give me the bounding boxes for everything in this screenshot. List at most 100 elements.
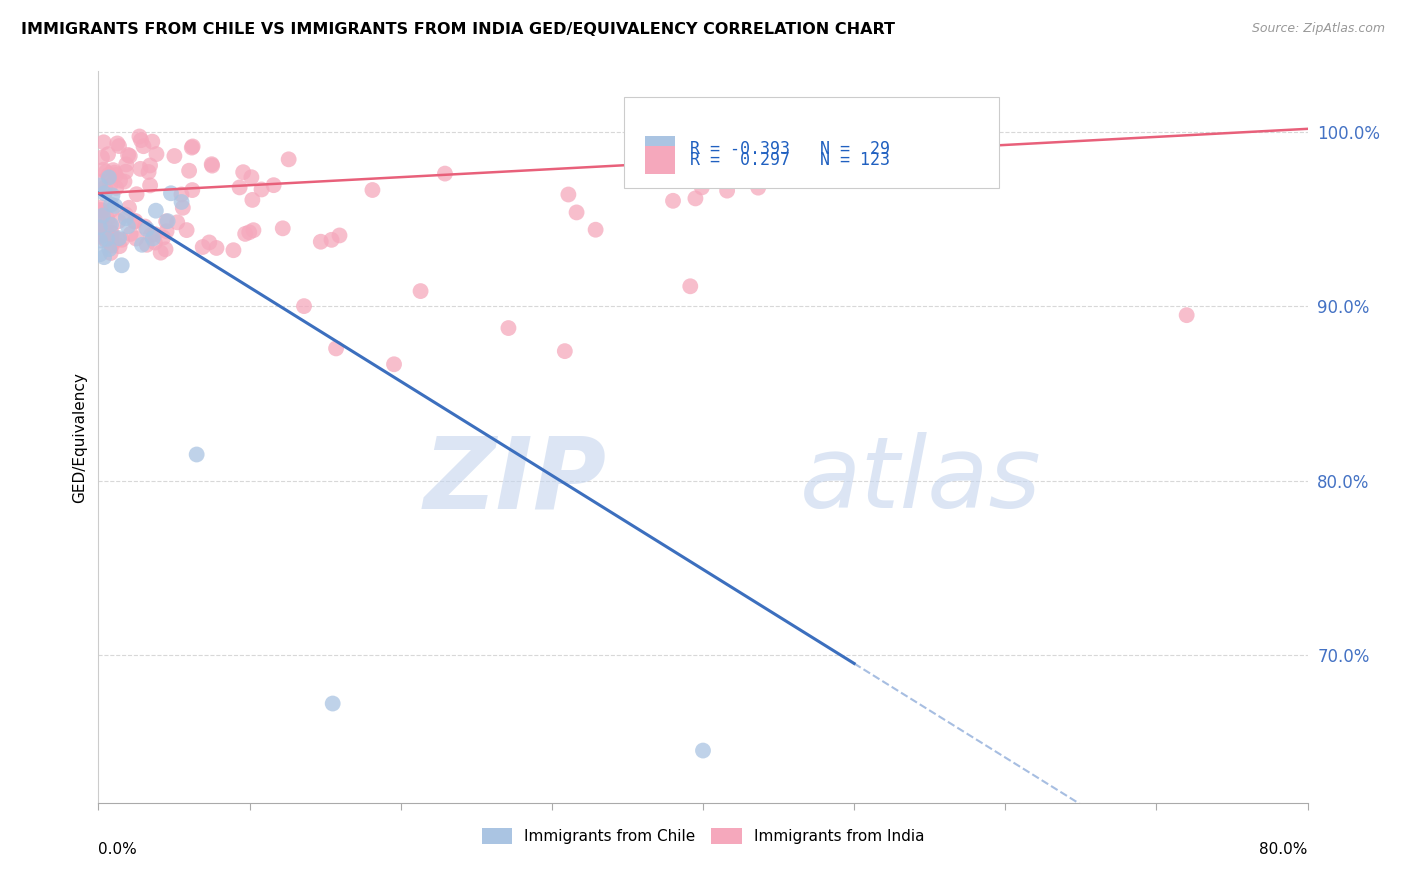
Point xyxy=(118,201,141,215)
Point xyxy=(139,228,162,243)
Point xyxy=(114,165,136,179)
Point xyxy=(637,164,659,178)
Point xyxy=(89,247,111,261)
Point xyxy=(143,235,166,250)
Point xyxy=(690,180,713,194)
Text: Source: ZipAtlas.com: Source: ZipAtlas.com xyxy=(1251,22,1385,36)
Point xyxy=(105,181,128,195)
Point xyxy=(325,342,347,356)
Point xyxy=(125,187,148,202)
Point xyxy=(321,233,343,247)
Point xyxy=(108,139,131,153)
Point xyxy=(328,228,350,243)
Point xyxy=(115,157,138,171)
Point xyxy=(91,151,114,165)
Point xyxy=(554,344,576,359)
Text: R = -0.393   N =  29: R = -0.393 N = 29 xyxy=(690,139,890,158)
Point xyxy=(125,231,148,245)
Text: R =  0.297   N = 123: R = 0.297 N = 123 xyxy=(690,151,890,169)
Point xyxy=(91,211,114,226)
Point xyxy=(145,203,167,218)
Point xyxy=(117,148,139,162)
FancyBboxPatch shape xyxy=(645,146,675,174)
Point xyxy=(160,186,183,201)
Point xyxy=(90,203,112,218)
Text: 0.0%: 0.0% xyxy=(98,842,138,856)
Point xyxy=(97,147,120,161)
Point xyxy=(100,230,122,244)
Point xyxy=(98,217,121,231)
Point xyxy=(111,258,134,272)
Point xyxy=(90,201,112,215)
Point xyxy=(163,149,186,163)
Point xyxy=(129,161,152,176)
Point xyxy=(198,235,221,250)
Point xyxy=(170,194,193,209)
Point xyxy=(228,180,250,194)
Point xyxy=(89,206,111,220)
Point xyxy=(100,218,122,232)
Point xyxy=(124,214,146,228)
Point xyxy=(176,223,198,237)
Point xyxy=(100,197,122,211)
Point xyxy=(100,231,122,245)
Point xyxy=(716,184,738,198)
Point xyxy=(242,223,264,237)
Point xyxy=(145,147,167,161)
Point xyxy=(232,165,254,179)
FancyBboxPatch shape xyxy=(645,136,675,164)
Point xyxy=(170,187,193,202)
Point xyxy=(585,223,607,237)
Point xyxy=(662,194,685,208)
Point xyxy=(89,220,111,235)
Point xyxy=(240,193,263,207)
Point xyxy=(115,211,138,226)
Point xyxy=(93,250,115,264)
Point xyxy=(747,180,769,194)
Point xyxy=(100,246,122,260)
Point xyxy=(565,205,588,219)
Point xyxy=(177,163,200,178)
Point xyxy=(101,188,124,202)
Text: ZIP: ZIP xyxy=(423,433,606,530)
Point xyxy=(263,178,285,193)
Legend: Immigrants from Chile, Immigrants from India: Immigrants from Chile, Immigrants from I… xyxy=(475,822,931,850)
Point xyxy=(89,178,111,193)
Point xyxy=(107,233,129,247)
Point xyxy=(361,183,384,197)
Point xyxy=(114,208,136,222)
Point xyxy=(233,227,256,241)
Point xyxy=(90,175,112,189)
Point xyxy=(240,170,263,185)
Point xyxy=(557,187,579,202)
Point xyxy=(104,168,127,182)
Point xyxy=(149,245,172,260)
Point xyxy=(89,202,111,217)
Point xyxy=(685,191,707,205)
Point xyxy=(152,230,174,244)
Point xyxy=(94,165,117,179)
Point xyxy=(156,214,179,228)
Point xyxy=(120,227,142,241)
Point xyxy=(89,233,111,247)
Point xyxy=(132,139,155,153)
Point xyxy=(94,232,117,246)
Point xyxy=(93,162,115,177)
Point xyxy=(139,178,162,193)
Point xyxy=(107,214,129,228)
Point xyxy=(98,242,121,256)
Point xyxy=(433,167,456,181)
Point xyxy=(201,157,224,171)
Point xyxy=(89,220,111,235)
Point xyxy=(108,173,131,187)
Point xyxy=(100,203,122,218)
Point xyxy=(94,180,117,194)
Point xyxy=(205,241,228,255)
Point xyxy=(142,231,165,245)
Point xyxy=(98,178,121,193)
Point xyxy=(186,448,208,462)
Point xyxy=(101,226,124,240)
Point xyxy=(222,244,245,258)
Point xyxy=(292,299,315,313)
Point xyxy=(143,227,166,241)
